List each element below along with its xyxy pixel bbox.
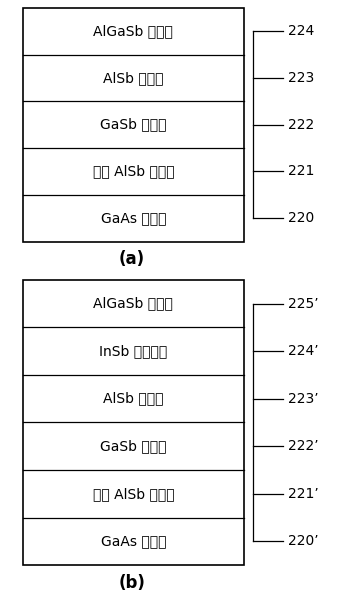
Text: 低温 AlSb 初始层: 低温 AlSb 初始层 [93,164,174,178]
Text: 220: 220 [289,211,315,225]
Bar [23,8,244,242]
Text: (a): (a) [119,250,145,268]
Text: 220’: 220’ [289,535,319,548]
Text: AlGaSb 缓冲层: AlGaSb 缓冲层 [93,296,173,311]
Text: InSb 量子点层: InSb 量子点层 [99,344,168,358]
Text: (b): (b) [118,574,145,592]
Text: 225’: 225’ [289,296,319,311]
Text: GaAs 缓冲层: GaAs 缓冲层 [101,535,166,548]
Text: 223’: 223’ [289,392,319,406]
Text: 222: 222 [289,118,315,132]
Text: AlGaSb 缓冲层: AlGaSb 缓冲层 [93,24,173,38]
Text: 223: 223 [289,71,315,85]
Text: 221: 221 [289,164,315,178]
Text: 224: 224 [289,24,315,38]
Text: GaSb 缓冲层: GaSb 缓冲层 [100,118,166,132]
Bar [23,280,244,565]
Text: 低温 AlSb 初始层: 低温 AlSb 初始层 [93,487,174,501]
Text: 224’: 224’ [289,344,319,358]
Text: AlSb 缓冲层: AlSb 缓冲层 [103,71,164,85]
Text: GaAs 缓冲层: GaAs 缓冲层 [101,211,166,225]
Text: GaSb 缓冲层: GaSb 缓冲层 [100,439,166,453]
Text: 221’: 221’ [289,487,319,501]
Text: 222’: 222’ [289,439,319,453]
Text: AlSb 缓冲层: AlSb 缓冲层 [103,392,164,406]
